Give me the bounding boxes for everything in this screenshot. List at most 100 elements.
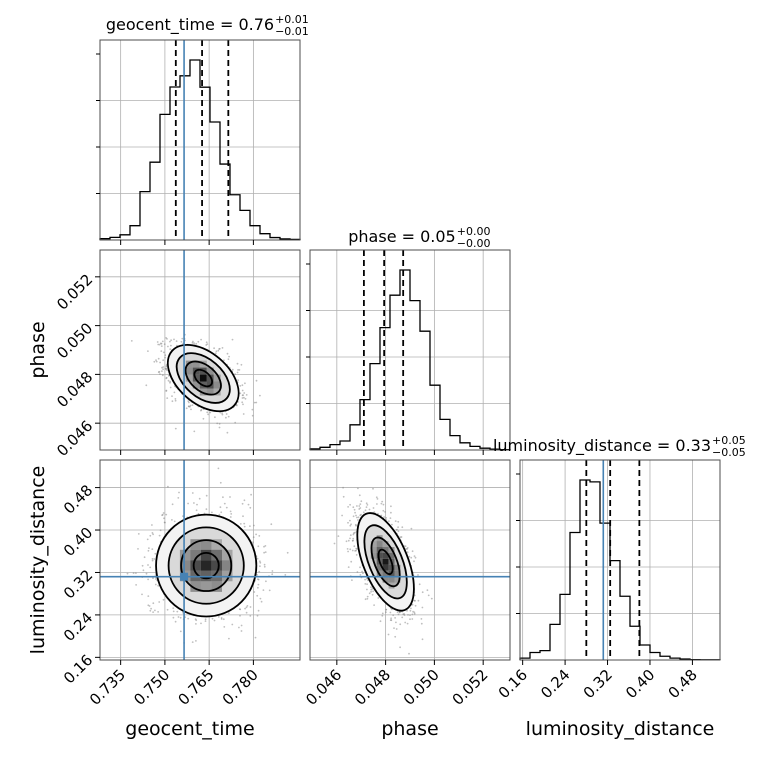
scatter-point [420, 618, 423, 620]
scatter-point [154, 609, 156, 612]
scatter-point [414, 556, 417, 559]
scatter-point [157, 357, 160, 360]
scatter-point [241, 389, 244, 392]
scatter-point [240, 624, 243, 627]
scatter-point [160, 350, 163, 352]
scatter-point [364, 578, 366, 581]
scatter-point [355, 549, 357, 552]
scatter-point [244, 607, 247, 610]
density-cell [206, 367, 214, 375]
scatter-point [205, 344, 208, 346]
density-cell [376, 552, 383, 559]
scatter-point [408, 652, 410, 655]
scatter-point [380, 502, 383, 505]
scatter-point [388, 520, 390, 522]
scatter-point [411, 550, 414, 553]
scatter-point [192, 340, 194, 343]
scatter-point [347, 521, 349, 524]
scatter-point [380, 514, 383, 517]
scatter-point [417, 574, 419, 576]
contour-line [180, 539, 233, 592]
scatter-point [357, 516, 360, 519]
scatter-point [372, 487, 374, 490]
scatter-point [161, 366, 163, 369]
scatter-point [150, 607, 153, 610]
scatter-point [392, 614, 395, 617]
scatter-point [258, 570, 261, 573]
scatter-point [258, 535, 261, 537]
scatter-point [240, 630, 243, 632]
scatter-point [175, 340, 178, 342]
scatter-point [243, 522, 246, 525]
scatter-point [153, 360, 156, 363]
scatter-point [161, 370, 163, 372]
scatter-point [362, 511, 365, 514]
scatter-point [408, 555, 411, 558]
scatter-point [249, 525, 251, 527]
scatter-point [264, 545, 267, 547]
scatter-point [159, 529, 162, 532]
scatter-point [181, 337, 184, 340]
density-cell [382, 547, 389, 553]
scatter-point [368, 592, 371, 595]
scatter-point [137, 548, 139, 550]
scatter-point [337, 535, 340, 537]
scatter-point [169, 381, 171, 384]
density-cell [211, 581, 222, 592]
scatter-point [414, 604, 417, 607]
scatter-point [145, 572, 148, 575]
scatter-point [409, 618, 411, 621]
density-cell [394, 564, 401, 571]
scatter-point [253, 401, 256, 404]
scatter-point [268, 589, 271, 592]
scatter-point [375, 496, 378, 499]
scatter-point [202, 417, 205, 420]
density-cell [192, 360, 200, 368]
scatter-point [257, 586, 259, 589]
scatter-point [418, 583, 421, 586]
scatter-point [262, 589, 265, 591]
scatter-point [387, 633, 390, 636]
scatter-point [399, 623, 402, 626]
scatter-point [174, 398, 177, 400]
scatter-point [347, 550, 349, 553]
scatter-point [231, 368, 234, 371]
scatter-point [364, 509, 367, 512]
scatter-point [225, 413, 228, 415]
density-cell [394, 570, 401, 577]
scatter-point [345, 540, 348, 543]
scatter-point [352, 506, 355, 509]
scatter-point [346, 548, 349, 550]
scatter-point [219, 481, 222, 484]
scatter-point [377, 597, 380, 599]
density-cell [376, 541, 383, 547]
scatter-point [209, 411, 212, 414]
scatter-point [359, 574, 362, 576]
scatter-point [135, 572, 137, 574]
scatter-point [223, 359, 225, 362]
scatter-point [411, 618, 414, 620]
scatter-point [170, 339, 173, 342]
scatter-point [159, 361, 162, 364]
scatter-point [251, 414, 254, 417]
scatter-point [174, 427, 177, 430]
scatter-point [148, 547, 150, 549]
title-phase: phase = 0.05 [348, 227, 455, 246]
scatter-point [366, 583, 368, 586]
density-cell [190, 549, 201, 561]
scatter-point [364, 583, 367, 585]
scatter-point [430, 597, 433, 600]
scatter-point [234, 373, 237, 375]
scatter-point [406, 547, 409, 549]
scatter-point [359, 566, 361, 569]
scatter-point [156, 341, 159, 343]
scatter-point [255, 533, 257, 536]
scatter-point [286, 551, 289, 554]
y-tick-label-luminosity_distance: 0.24 [60, 609, 96, 645]
density-panel-geocent_time-luminosity_distance [126, 467, 289, 644]
scatter-point [146, 538, 149, 541]
scatter-point [132, 572, 135, 574]
scatter-point [371, 593, 374, 596]
scatter-point [167, 485, 169, 488]
